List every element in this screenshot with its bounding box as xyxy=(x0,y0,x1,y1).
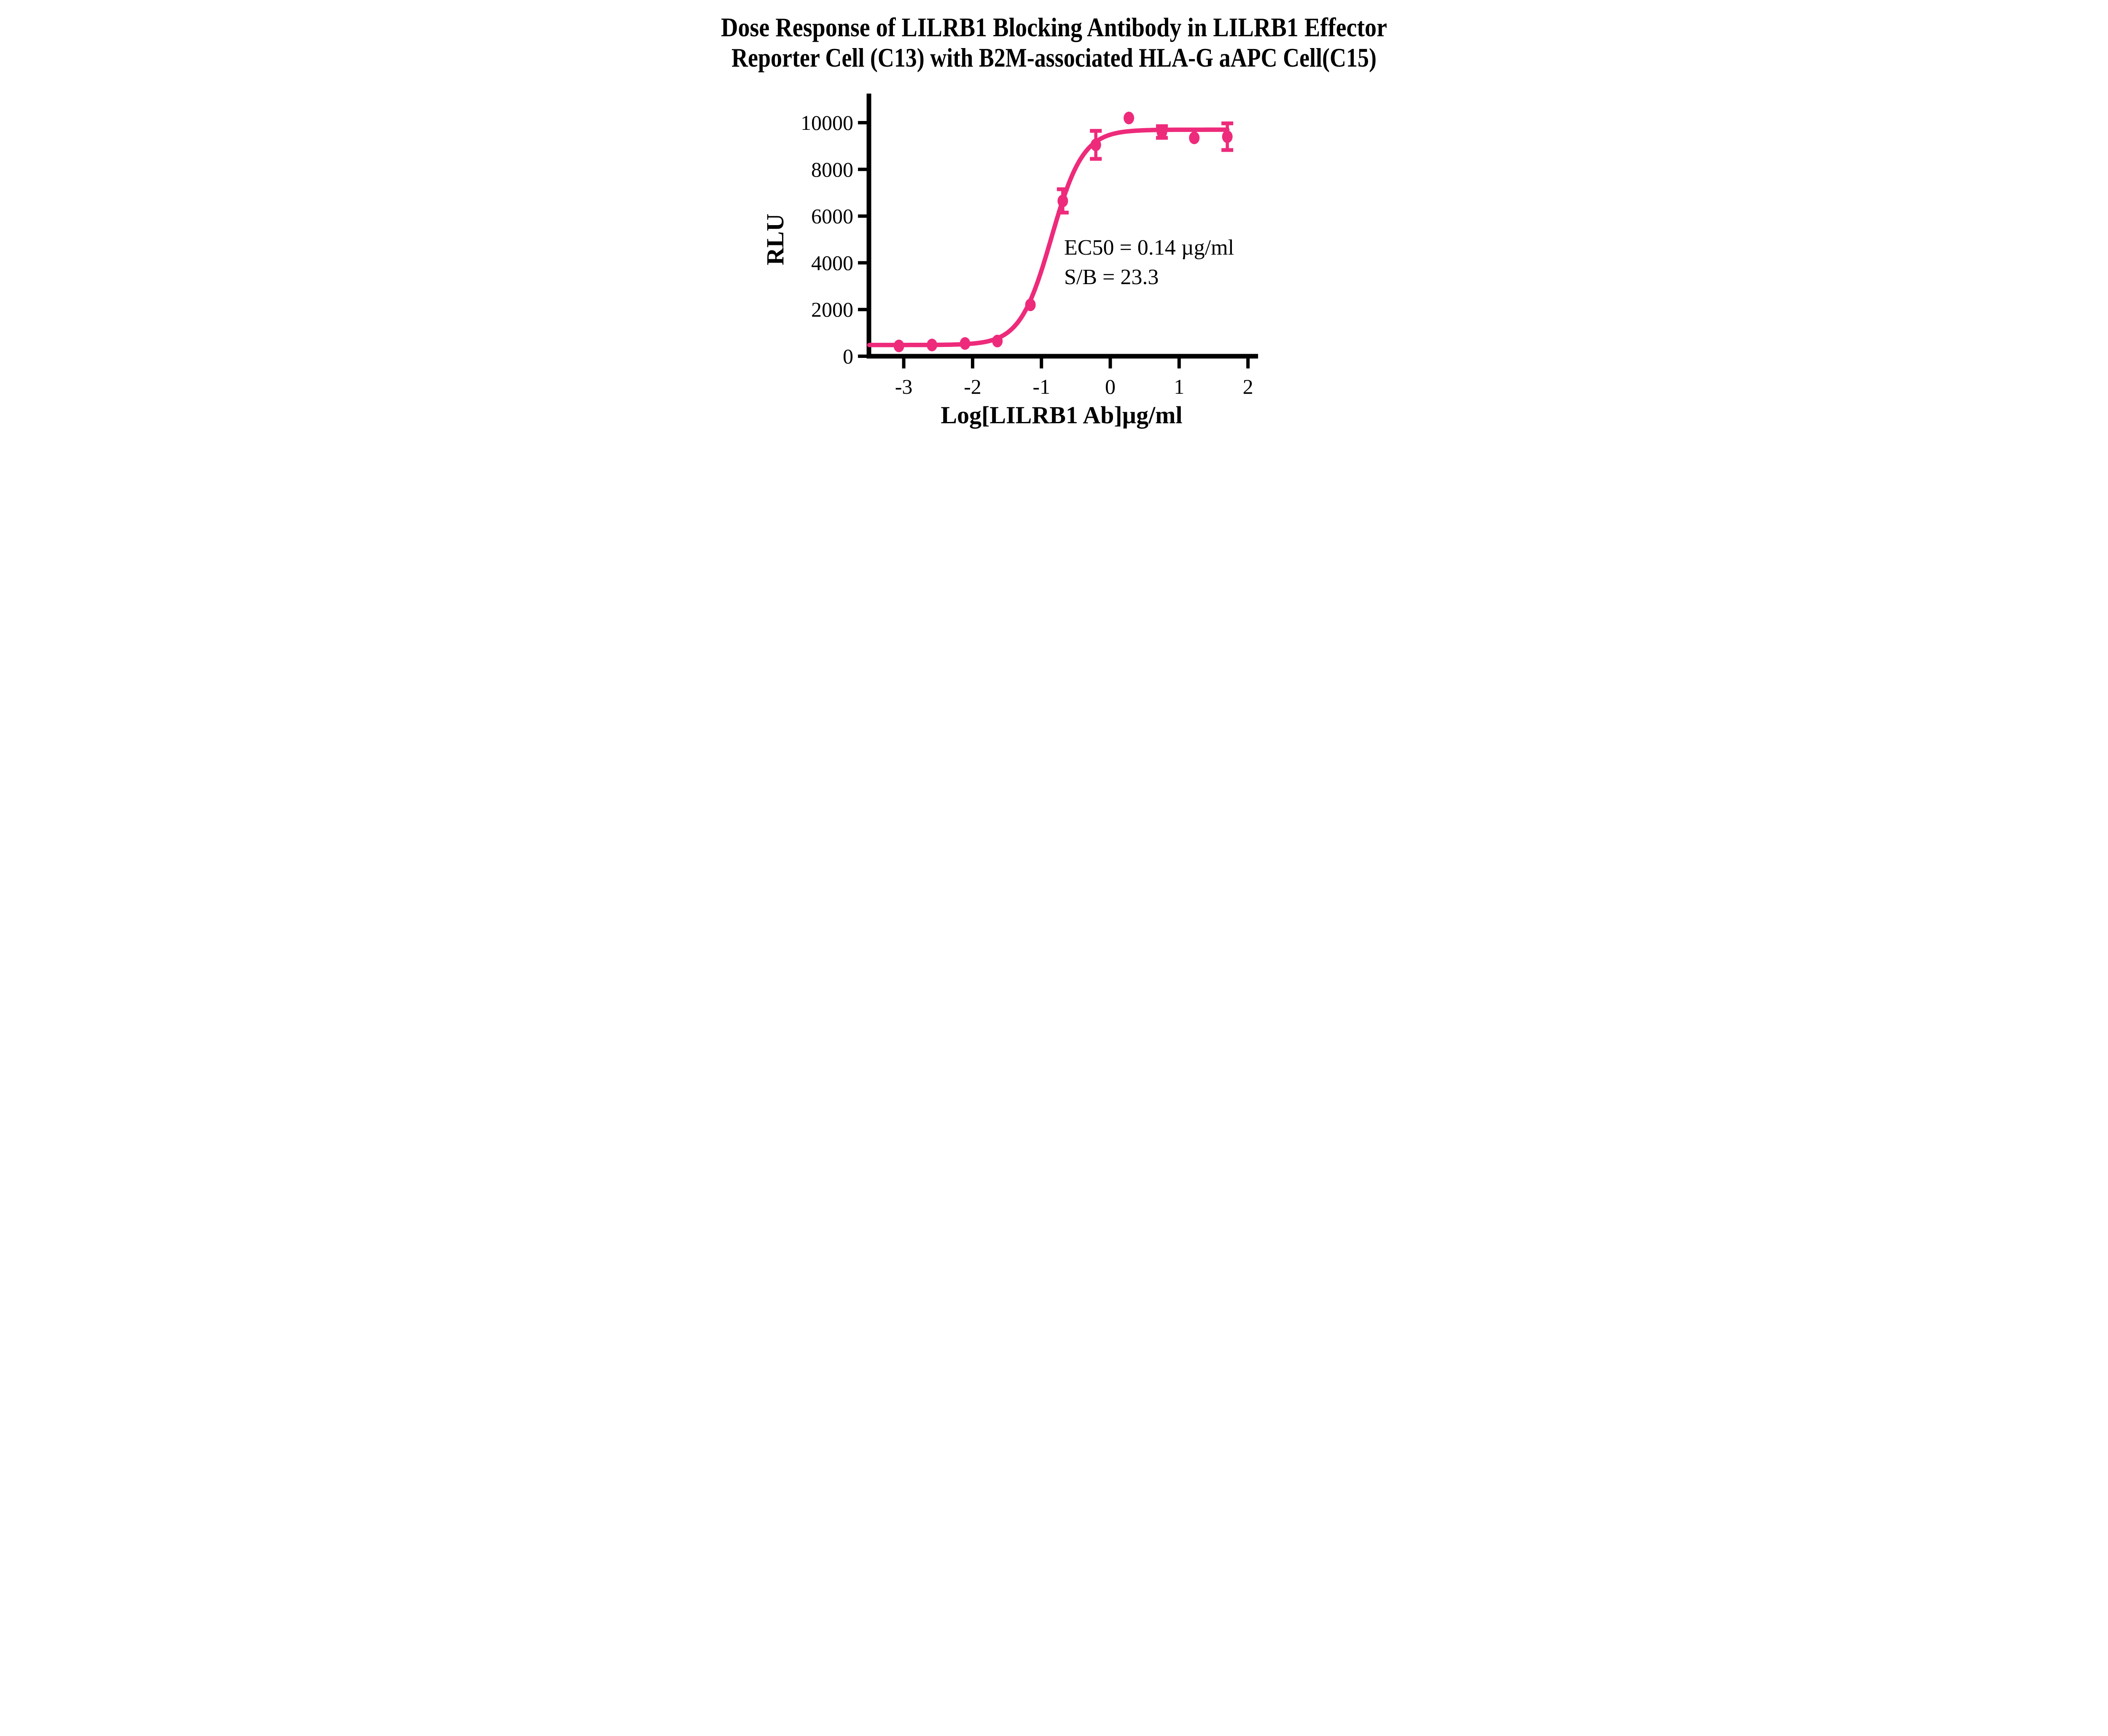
data-point-marker xyxy=(959,337,970,350)
x-tick-label: 2 xyxy=(1242,375,1253,398)
data-point-marker xyxy=(1025,298,1036,312)
dose-response-chart: Dose Response of LILRB1 Blocking Antibod… xyxy=(689,0,1419,434)
y-tick-label: 10000 xyxy=(801,111,853,134)
y-tick-label: 6000 xyxy=(811,204,853,228)
y-tick-label: 4000 xyxy=(811,251,853,274)
data-point-marker xyxy=(992,334,1003,347)
data-point-marker xyxy=(1156,126,1167,139)
data-point-marker xyxy=(1188,132,1199,145)
x-tick-label: -3 xyxy=(895,375,912,398)
chart-title-line2: Reporter Cell (C13) with B2M-associated … xyxy=(731,43,1377,73)
x-axis-ticks: -3 -2 -1 0 1 2 xyxy=(895,356,1253,398)
y-tick-label: 2000 xyxy=(811,298,853,321)
data-point-marker xyxy=(1090,138,1101,151)
data-point-marker xyxy=(1222,130,1233,143)
signal-background-annotation: S/B = 23.3 xyxy=(1064,265,1159,289)
x-tick-label: -1 xyxy=(1032,375,1050,398)
data-point-marker xyxy=(926,339,937,352)
x-tick-label: 1 xyxy=(1174,375,1184,398)
data-point-marker xyxy=(1123,111,1134,124)
dose-response-figure: Dose Response of LILRB1 Blocking Antibod… xyxy=(689,0,1419,434)
chart-title-line1: Dose Response of LILRB1 Blocking Antibod… xyxy=(721,12,1387,42)
data-point-marker xyxy=(893,339,904,352)
error-bars xyxy=(1057,121,1233,215)
y-tick-label: 8000 xyxy=(811,158,853,181)
y-axis-ticks: 0 2000 4000 6000 8000 10000 xyxy=(801,111,869,368)
y-tick-label: 0 xyxy=(843,344,853,368)
x-tick-label: -2 xyxy=(964,375,981,398)
y-axis-title: RLU xyxy=(761,214,789,265)
x-axis-title: Log[LILRB1 Ab]µg/ml xyxy=(941,401,1182,429)
data-points xyxy=(893,111,1233,352)
data-point-marker xyxy=(1057,194,1068,207)
ec50-annotation: EC50 = 0.14 µg/ml xyxy=(1064,236,1234,260)
x-tick-label: 0 xyxy=(1105,375,1116,398)
